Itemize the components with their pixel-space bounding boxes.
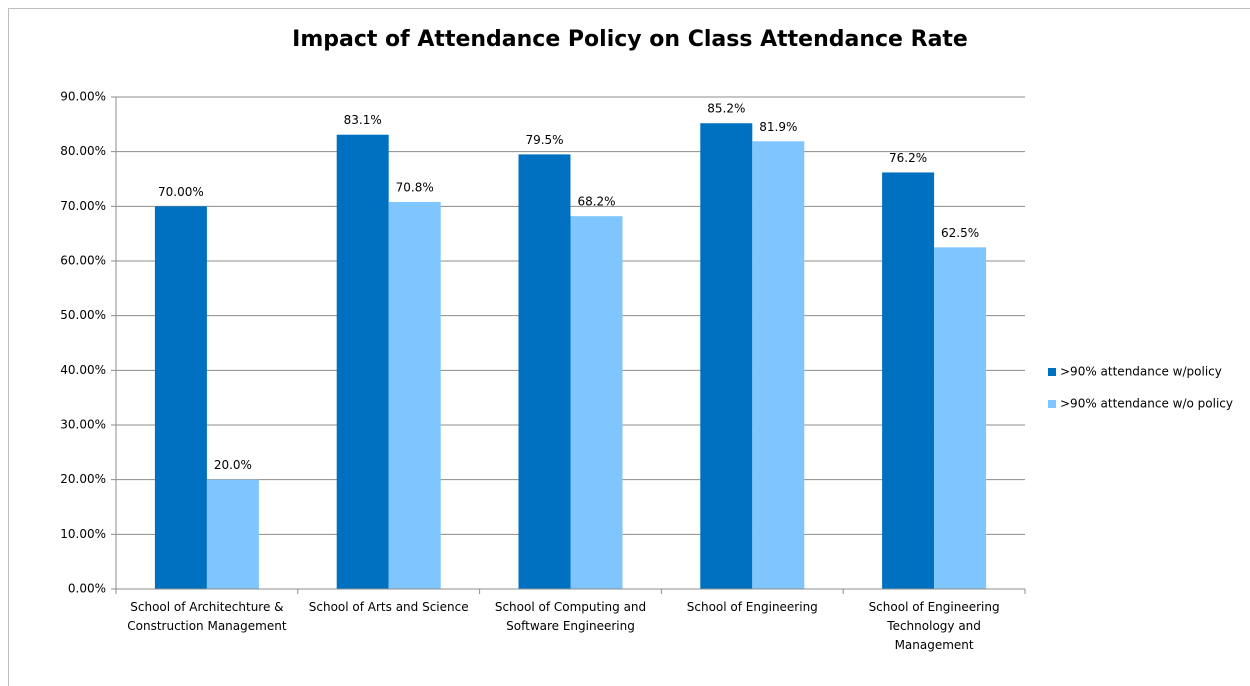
- y-tick-label: 40.00%: [60, 363, 106, 377]
- data-label: 20.0%: [214, 458, 252, 472]
- data-label: 62.5%: [941, 226, 979, 240]
- chart-frame: [8, 8, 1250, 686]
- x-tick-label: School of Architechture & Construction M…: [127, 600, 287, 633]
- y-tick-label: 0.00%: [68, 582, 106, 596]
- bar: [518, 154, 571, 589]
- x-tick-label: School of Engineering: [686, 600, 818, 614]
- legend-swatch: [1048, 368, 1056, 376]
- data-label: 70.00%: [158, 185, 204, 199]
- data-label: 85.2%: [707, 102, 745, 116]
- data-label: 76.2%: [889, 151, 927, 165]
- x-tick-label: School of Computing and Software Enginee…: [494, 600, 647, 633]
- x-tick-label: School of Engineering Technology and Man…: [868, 600, 1000, 652]
- bar: [388, 201, 441, 589]
- bar: [336, 134, 389, 589]
- legend-label: >90% attendance w/policy: [1060, 365, 1222, 379]
- bar: [570, 216, 623, 589]
- y-tick-label: 30.00%: [60, 418, 106, 432]
- bar: [752, 141, 805, 589]
- y-tick-label: 20.00%: [60, 472, 106, 486]
- x-tick-label: School of Arts and Science: [308, 600, 469, 614]
- y-tick-label: 80.00%: [60, 144, 106, 158]
- bar: [206, 479, 259, 589]
- y-tick-label: 60.00%: [60, 254, 106, 268]
- data-label: 81.9%: [759, 120, 797, 134]
- legend-label: >90% attendance w/o policy: [1060, 397, 1233, 411]
- chart-title: Impact of Attendance Policy on Class Att…: [292, 27, 968, 52]
- data-label: 70.8%: [396, 180, 434, 194]
- y-tick-label: 10.00%: [60, 527, 106, 541]
- bar: [934, 247, 987, 590]
- bar: [700, 123, 753, 590]
- data-label: 68.2%: [577, 195, 615, 209]
- y-tick-label: 90.00%: [60, 90, 106, 104]
- y-tick-label: 70.00%: [60, 199, 106, 213]
- bar: [154, 206, 207, 590]
- data-label: 83.1%: [344, 113, 382, 127]
- data-label: 79.5%: [525, 133, 563, 147]
- bar: [882, 172, 935, 589]
- y-tick-label: 50.00%: [60, 308, 106, 322]
- legend-swatch: [1048, 400, 1056, 408]
